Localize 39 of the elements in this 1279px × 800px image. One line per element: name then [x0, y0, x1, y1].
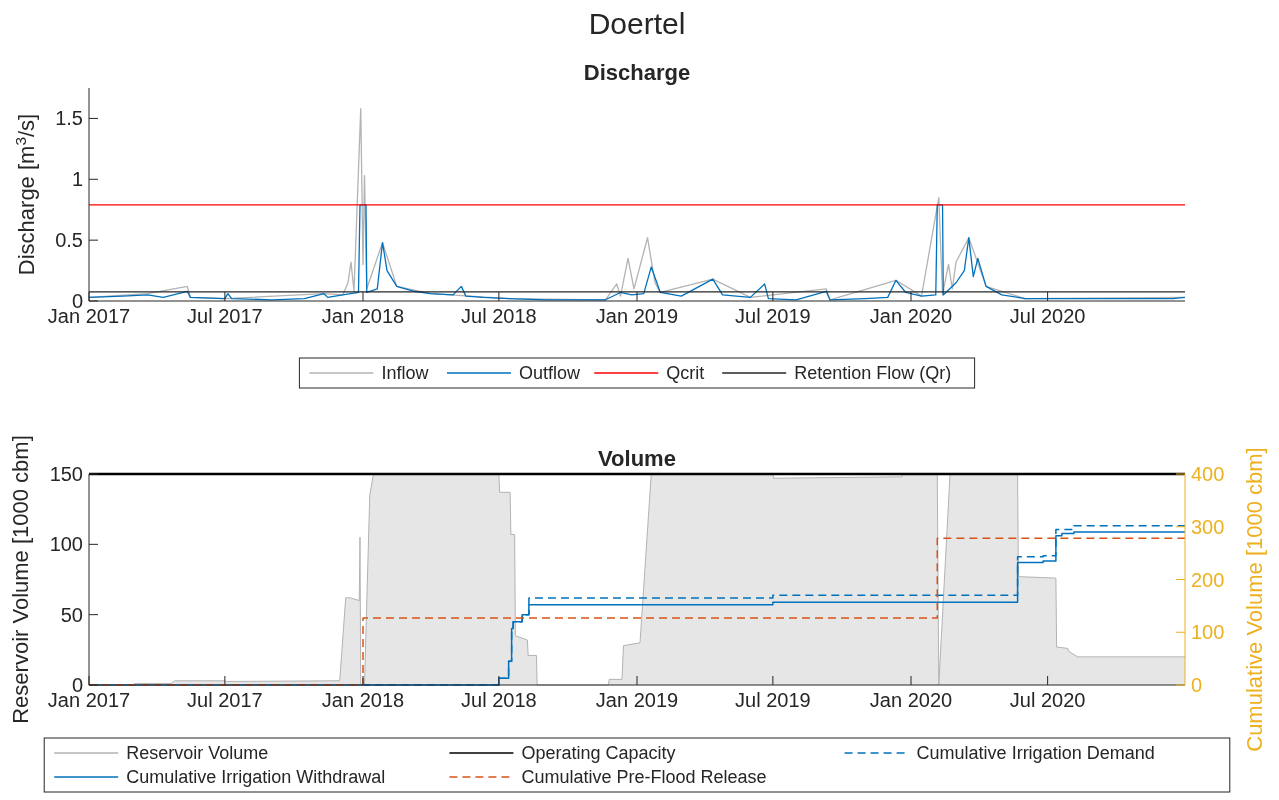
y-axis-title: Reservoir Volume [1000 cbm]	[8, 435, 33, 724]
y-tick-label: 1	[71, 168, 83, 191]
legend-label: Cumulative Irrigation Demand	[916, 743, 1155, 763]
x-tick-label: Jul 2019	[735, 689, 811, 711]
x-tick-label: Jul 2018	[461, 689, 537, 711]
legend-label: Retention Flow (Qr)	[794, 363, 952, 383]
x-tick-label: Jul 2017	[187, 689, 263, 711]
y-tick-label: 50	[60, 603, 83, 626]
y-tick-label: 1.5	[55, 107, 83, 130]
chart-subtitle: Discharge	[583, 60, 691, 85]
x-tick-label: Jan 2018	[321, 689, 405, 711]
legend-label: Reservoir Volume	[126, 743, 269, 763]
legend-label: Operating Capacity	[521, 743, 676, 763]
x-tick-label: Jul 2019	[735, 305, 811, 327]
y2-tick-label: 200	[1191, 568, 1225, 591]
x-tick-label: Jul 2020	[1009, 689, 1086, 711]
legend-label: Outflow	[519, 363, 582, 383]
x-tick-label: Jan 2019	[595, 305, 679, 327]
y2-axis-title: Cumulative Volume [1000 cbm]	[1242, 447, 1267, 752]
y2-tick-label: 400	[1191, 463, 1225, 485]
chart-title: Volume	[598, 446, 676, 471]
y-tick-label: 150	[49, 463, 83, 485]
x-tick-label: Jan 2019	[595, 689, 679, 711]
x-tick-label: Jan 2020	[869, 305, 953, 327]
y2-tick-label: 100	[1191, 621, 1225, 644]
chart-title: Doertel	[588, 7, 686, 40]
legend-label: Qcrit	[666, 363, 705, 383]
y2-tick-label: 300	[1191, 515, 1225, 538]
x-tick-label: Jul 2017	[187, 305, 263, 327]
legend-label: Cumulative Irrigation Withdrawal	[126, 767, 386, 787]
x-tick-label: Jan 2020	[869, 689, 953, 711]
x-tick-label: Jul 2020	[1009, 305, 1086, 327]
legend-label: Cumulative Pre-Flood Release	[521, 767, 767, 787]
legend-label: Inflow	[381, 363, 430, 383]
y-tick-label: 100	[49, 533, 83, 556]
y2-tick-label: 0	[1191, 674, 1203, 696]
x-tick-label: Jul 2018	[461, 305, 537, 327]
y-tick-label: 0.5	[55, 229, 83, 252]
x-tick-label: Jan 2018	[321, 305, 405, 327]
